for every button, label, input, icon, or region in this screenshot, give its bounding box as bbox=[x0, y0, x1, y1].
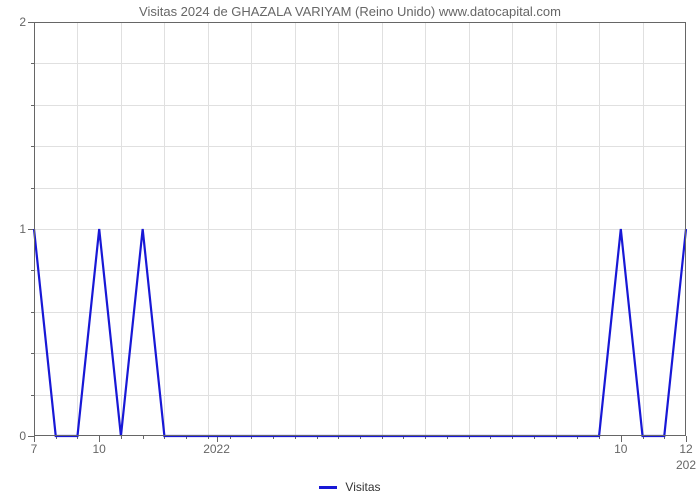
x-tick-mark bbox=[99, 436, 100, 442]
x-secondary-label: 202 bbox=[676, 436, 696, 472]
x-minor-tick bbox=[143, 436, 144, 439]
x-minor-tick bbox=[121, 436, 122, 439]
legend: Visitas bbox=[0, 478, 700, 495]
x-tick-mark bbox=[34, 436, 35, 442]
plot-area: 01271020221012202 bbox=[34, 22, 686, 436]
legend-swatch bbox=[319, 486, 337, 489]
x-tick-mark bbox=[621, 436, 622, 442]
series-line bbox=[34, 22, 686, 436]
legend-item: Visitas bbox=[319, 480, 380, 494]
chart-container: Visitas 2024 de GHAZALA VARIYAM (Reino U… bbox=[0, 0, 700, 500]
legend-label: Visitas bbox=[345, 480, 380, 494]
chart-title: Visitas 2024 de GHAZALA VARIYAM (Reino U… bbox=[0, 4, 700, 19]
